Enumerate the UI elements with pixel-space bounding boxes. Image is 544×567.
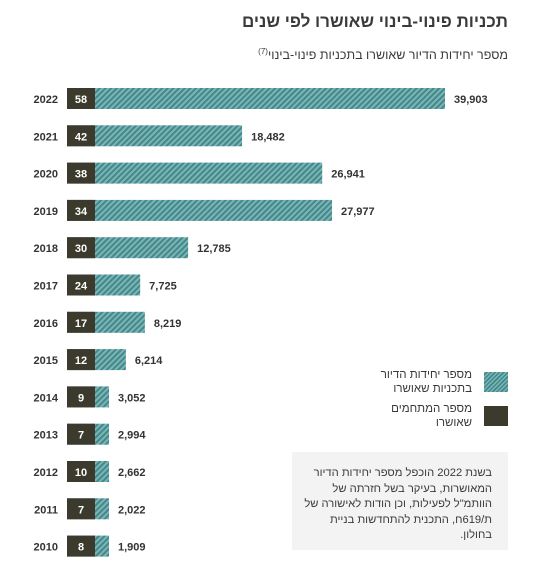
- plans-count-label: 7: [78, 430, 84, 442]
- plans-count-box: [67, 162, 95, 184]
- units-value-label: 26,941: [331, 169, 365, 181]
- plans-count-box: [67, 423, 95, 445]
- year-label: 2018: [34, 243, 58, 255]
- legend-item-plans: מספר המתחמים שאושרו: [352, 402, 508, 430]
- year-label: 2012: [34, 467, 58, 479]
- units-value-label: 12,785: [197, 243, 231, 255]
- plans-count-label: 30: [75, 243, 87, 255]
- bars-group: 2022 58 39,903 2021 42 18,482 2020 38 26,941 2019…: [34, 88, 488, 557]
- year-label: 2019: [34, 206, 58, 218]
- plans-count-label: 9: [78, 392, 84, 404]
- units-value-label: 6,214: [135, 355, 163, 367]
- legend-label-plans: מספר המתחמים שאושרו: [391, 403, 472, 429]
- legend-swatch-plans: [484, 406, 508, 426]
- plans-count-box: [67, 498, 95, 520]
- plans-count-label: 10: [75, 467, 87, 479]
- legend-swatch-units: [484, 372, 508, 392]
- units-value-label: 27,977: [341, 206, 375, 218]
- plans-count-label: 34: [75, 206, 88, 218]
- units-value-label: 1,909: [118, 542, 146, 554]
- units-value-label: 8,219: [154, 318, 182, 330]
- units-value-label: 18,482: [251, 131, 285, 143]
- plans-count-box: [67, 274, 95, 296]
- units-value-label: 3,052: [118, 392, 146, 404]
- units-value-label: 2,994: [118, 430, 146, 442]
- units-value-label: 7,725: [149, 281, 177, 293]
- plans-count-label: 58: [75, 94, 87, 106]
- plans-count-label: 42: [75, 131, 87, 143]
- plans-count-label: 17: [75, 318, 87, 330]
- note-box: בשנת 2022 הוכפל מספר יחידות הדיור המאושר…: [292, 452, 508, 550]
- units-bar: [67, 88, 445, 109]
- plans-count-box: [67, 237, 95, 259]
- year-label: 2015: [34, 355, 58, 367]
- chart-title: תכניות פינוי-בינוי שאושרו לפי שנים: [241, 12, 508, 31]
- year-label: 2017: [34, 281, 58, 293]
- subtitle-text: מספר יחידות הדיור שאושרו בתכניות פינוי-ב…: [267, 48, 508, 63]
- year-label: 2011: [34, 504, 58, 516]
- plans-count-box: [67, 461, 95, 482]
- subtitle-note-mark: (7): [258, 47, 268, 56]
- year-label: 2016: [34, 318, 58, 330]
- chart-subtitle: מספר יחידות הדיור שאושרו בתכניות פינוי-ב…: [258, 47, 508, 62]
- units-value-label: 2,022: [118, 504, 146, 516]
- units-value-label: 39,903: [454, 94, 488, 106]
- units-bar: [67, 199, 333, 221]
- plans-count-box: [67, 535, 95, 557]
- year-label: 2014: [34, 392, 59, 404]
- plans-count-box: [67, 125, 95, 147]
- plans-count-box: [67, 311, 95, 333]
- year-label: 2010: [34, 542, 58, 554]
- plans-count-box: [67, 199, 95, 221]
- legend-item-units: מספר יחידות הדיור בתכניות שאושרו: [352, 368, 508, 396]
- plans-count-box: [67, 386, 95, 408]
- year-label: 2021: [34, 131, 58, 143]
- units-bar: [67, 237, 189, 259]
- plans-count-label: 12: [75, 355, 87, 367]
- year-label: 2022: [34, 94, 58, 106]
- year-label: 2020: [34, 169, 58, 181]
- units-value-label: 2,662: [118, 467, 146, 479]
- plans-count-label: 38: [75, 169, 87, 181]
- units-bar: [67, 162, 323, 184]
- plans-count-box: [67, 88, 95, 109]
- plans-count-label: 24: [75, 281, 88, 293]
- plans-count-label: 7: [78, 504, 84, 516]
- units-bar: [67, 125, 243, 147]
- plans-count-label: 8: [78, 542, 84, 554]
- year-label: 2013: [34, 430, 58, 442]
- plans-count-box: [67, 349, 95, 371]
- legend-label-units: מספר יחידות הדיור בתכניות שאושרו: [380, 369, 472, 395]
